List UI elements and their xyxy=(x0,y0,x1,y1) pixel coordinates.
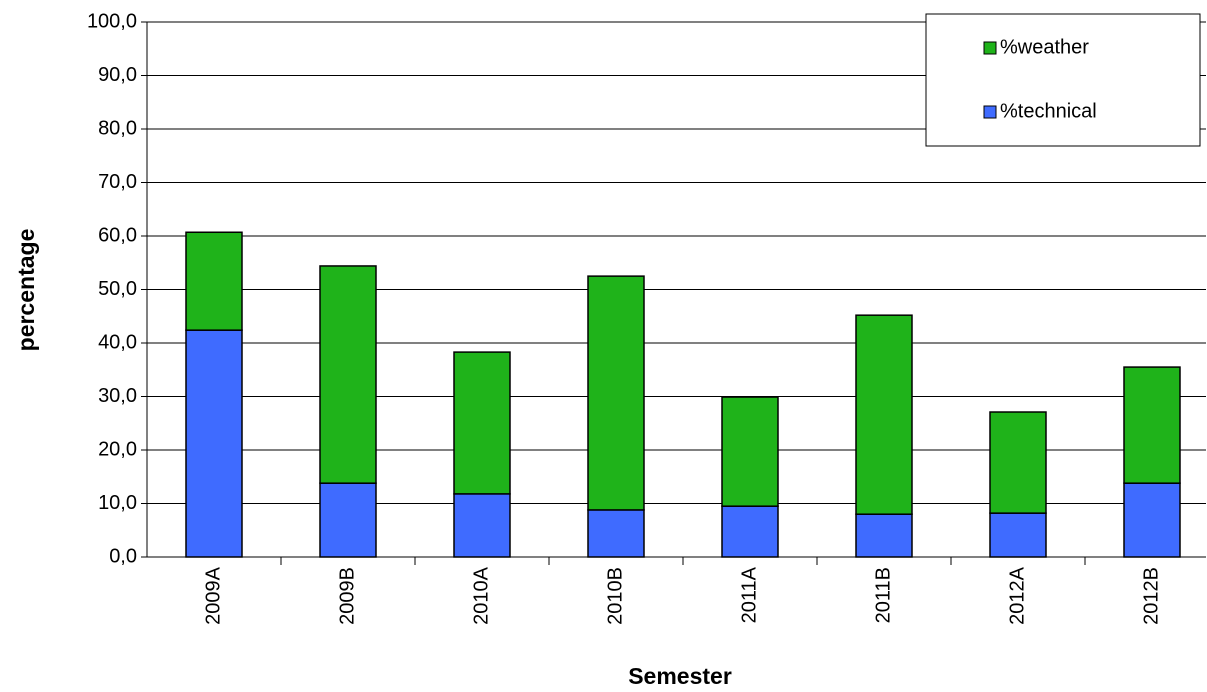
x-tick-label: 2010B xyxy=(604,567,626,625)
x-tick-label: 2009A xyxy=(202,566,224,624)
x-tick-label: 2010A xyxy=(470,566,492,624)
x-tick-label: 2011B xyxy=(872,567,894,623)
y-tick-label: 90,0 xyxy=(98,64,137,86)
y-tick-label: 70,0 xyxy=(98,171,137,193)
bar-segment xyxy=(1123,482,1181,558)
bar-segment xyxy=(721,396,779,507)
bar-segment xyxy=(185,231,243,331)
y-axis-title: percentage xyxy=(13,229,39,352)
bar-segment xyxy=(587,275,645,511)
bar-segment xyxy=(319,482,377,558)
legend-label: %technical xyxy=(1000,100,1097,122)
x-tick-label: 2012B xyxy=(1140,567,1162,625)
x-axis-title: Semester xyxy=(628,663,732,689)
bar-segment xyxy=(989,512,1047,558)
y-tick-label: 100,0 xyxy=(87,10,137,32)
y-tick-label: 10,0 xyxy=(98,492,137,514)
bar-segment xyxy=(989,411,1047,514)
y-tick-label: 0,0 xyxy=(109,545,137,567)
legend-label: %weather xyxy=(1000,36,1089,58)
y-tick-label: 40,0 xyxy=(98,331,137,353)
bar-segment xyxy=(587,509,645,558)
legend-box xyxy=(925,13,1201,147)
x-tick-label: 2012A xyxy=(1006,566,1028,624)
y-tick-label: 60,0 xyxy=(98,224,137,246)
bar-segment xyxy=(1123,366,1181,484)
x-tick-label: 2011A xyxy=(738,566,760,623)
y-tick-label: 80,0 xyxy=(98,117,137,139)
legend-swatch xyxy=(983,41,997,55)
bar-segment xyxy=(185,329,243,558)
y-tick-label: 30,0 xyxy=(98,385,137,407)
bar-segment xyxy=(721,505,779,558)
x-tick-label: 2009B xyxy=(336,567,358,625)
legend-swatch xyxy=(983,105,997,119)
y-tick-label: 20,0 xyxy=(98,438,137,460)
bar-segment xyxy=(319,265,377,484)
bar-segment xyxy=(855,314,913,515)
bar-segment xyxy=(453,351,511,495)
bar-segment xyxy=(855,513,913,558)
bar-segment xyxy=(453,493,511,558)
y-tick-label: 50,0 xyxy=(98,278,137,300)
